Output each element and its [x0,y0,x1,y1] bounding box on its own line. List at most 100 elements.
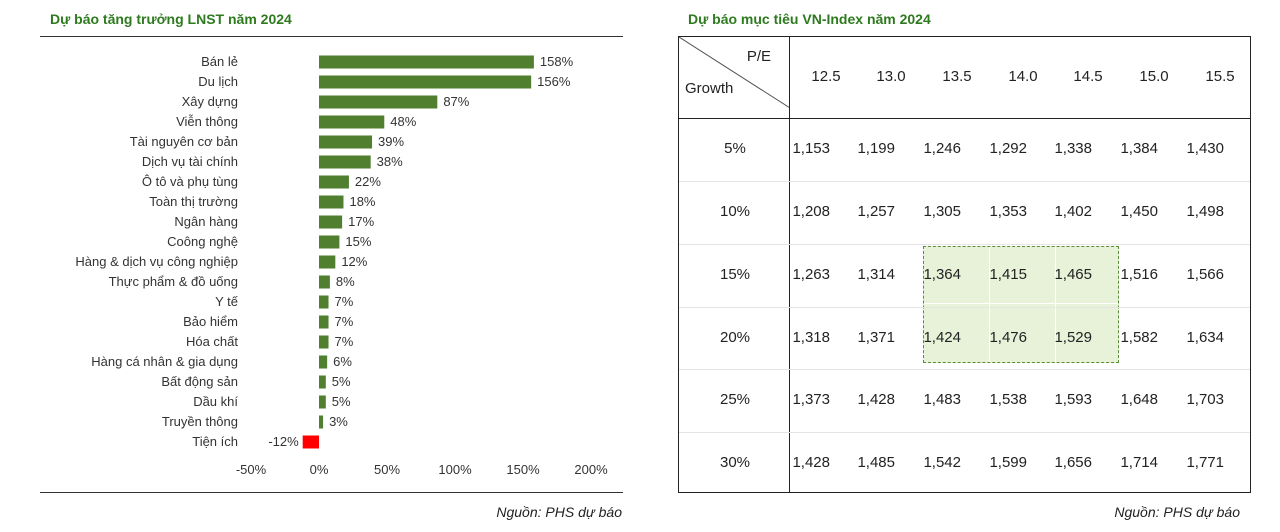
bar [319,375,326,389]
value-label: 48% [390,114,416,129]
growth-row-header: 25% [719,391,751,408]
bar [319,235,340,249]
category-label: Toàn thị trường [149,194,238,209]
value-label: 22% [355,174,381,189]
category-label: Viễn thông [176,114,238,129]
category-label: Tài nguyên cơ bản [130,134,238,149]
bar [319,295,329,309]
category-label: Xây dựng [182,94,238,109]
table-cell: 1,428 [792,454,830,471]
pe-column-header: 13.0 [876,68,906,85]
table-cell: 1,373 [792,391,830,408]
growth-row-header: 30% [719,454,751,471]
table-cell: 1,208 [792,203,830,220]
bar [319,115,385,129]
table-cell: 1,371 [857,329,895,346]
value-label: 8% [336,274,355,289]
table-cell: 1,263 [792,266,830,283]
value-label: 17% [348,214,374,229]
table-cell: 1,430 [1186,140,1224,157]
table-cell: 1,542 [923,454,961,471]
table-cell: 1,257 [857,203,895,220]
table-cell: 1,465 [1054,266,1092,283]
table-cell: 1,599 [989,454,1027,471]
value-label: 15% [345,234,371,249]
table-cell: 1,384 [1120,140,1158,157]
bar [319,355,328,369]
corner-diagonal [679,37,790,109]
table-cell: 1,305 [923,203,961,220]
pe-axis-label: P/E [746,48,771,65]
category-label: Hàng & dịch vụ công nghiệp [75,254,238,269]
bar [319,335,329,349]
chart-source-note: Nguồn: PHS dự báo [496,504,622,520]
growth-row-header: 5% [724,140,746,157]
row-separator [679,244,1250,245]
table-cell: 1,353 [989,203,1027,220]
value-label: 5% [332,374,351,389]
table-cell: 1,314 [857,266,895,283]
category-label: Bất động sản [161,374,238,389]
value-label: 12% [341,254,367,269]
category-label: Hóa chất [186,334,238,349]
bar [319,155,371,169]
value-label: 7% [335,294,354,309]
table-cell: 1,485 [857,454,895,471]
bar [319,315,329,329]
category-label: Bán lẻ [201,54,238,69]
pe-column-header: 14.5 [1073,68,1103,85]
table-corner-header: P/E Growth [679,37,790,118]
value-label: 39% [378,134,404,149]
table-cell: 1,714 [1120,454,1158,471]
x-tick-label: 150% [506,462,540,477]
table-cell: 1,656 [1054,454,1092,471]
table-cell: 1,318 [792,329,830,346]
value-label: 87% [443,94,469,109]
x-tick-label: -50% [236,462,267,477]
table-cell: 1,402 [1054,203,1092,220]
category-label: Dịch vụ tài chính [142,154,238,169]
row-separator [679,307,1250,308]
table-cell: 1,450 [1120,203,1158,220]
row-separator [679,369,1250,370]
table-cell: 1,424 [923,329,961,346]
table-cell: 1,476 [989,329,1027,346]
table-cell: 1,292 [989,140,1027,157]
bar [319,135,373,149]
growth-bar-chart: Bán lẻ 158% Du lịch 156% Xây dựng 87% Viễn thô… [75,54,608,477]
x-tick-label: 50% [374,462,400,477]
value-label: 6% [333,354,352,369]
table-cell: 1,516 [1120,266,1158,283]
table-cell: 1,246 [923,140,961,157]
label-column-divider [789,37,790,492]
row-separator [679,432,1250,433]
bar [319,255,336,269]
bottom-divider [40,492,623,493]
highlight-region [923,246,1119,363]
category-label: Tiện ích [192,434,238,449]
value-label: -12% [268,434,299,449]
table-cell: 1,703 [1186,391,1224,408]
table-cell: 1,428 [857,391,895,408]
bar [319,75,532,89]
table-cell: 1,338 [1054,140,1092,157]
table-cell: 1,593 [1054,391,1092,408]
category-label: Du lịch [198,74,238,89]
category-label: Y tế [215,294,239,309]
bar [319,175,349,189]
value-label: 3% [329,414,348,429]
pe-column-header: 14.0 [1008,68,1038,85]
table-cell: 1,648 [1120,391,1158,408]
value-label: 5% [332,394,351,409]
header-divider [679,118,1250,119]
category-label: Bảo hiểm [183,314,238,329]
category-label: Thực phẩm & đồ uống [109,274,238,289]
table-cell: 1,498 [1186,203,1224,220]
pe-column-header: 13.5 [942,68,972,85]
table-cell: 1,538 [989,391,1027,408]
table-cell: 1,566 [1186,266,1224,283]
value-label: 158% [540,54,574,69]
bar-chart-title: Dự báo tăng trưởng LNST năm 2024 [50,11,292,27]
pe-column-header: 12.5 [811,68,841,85]
value-label: 38% [377,154,403,169]
